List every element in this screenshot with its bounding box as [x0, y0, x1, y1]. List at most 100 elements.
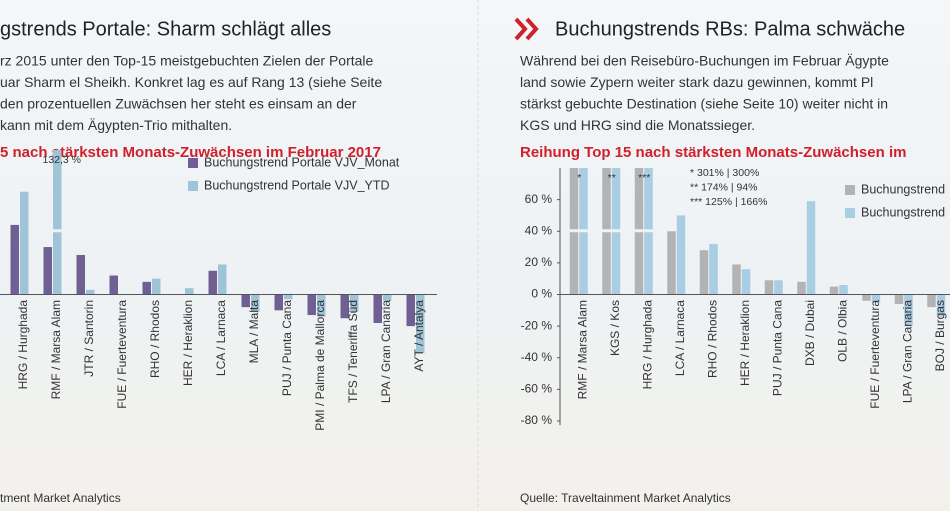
bar-marker: ** [608, 172, 616, 184]
bar [373, 294, 382, 323]
bar-break [610, 229, 622, 233]
bar [208, 270, 217, 295]
bar [676, 215, 686, 295]
bar [86, 289, 95, 295]
x-tick-label: PMI / Palma de Mallorca [313, 300, 327, 431]
bar [109, 275, 118, 295]
chevron-icon [514, 17, 539, 41]
bar [741, 269, 751, 295]
legend-swatch [188, 181, 198, 191]
legend-swatch [845, 208, 855, 218]
bar-break [633, 229, 645, 233]
chart-subtitle: Reihung Top 15 nach stärksten Monats-Zuw… [520, 144, 906, 161]
bar [274, 294, 283, 311]
x-tick-label: FUE / Fuerteventura [115, 300, 129, 409]
note: * 301% | 300% [690, 167, 759, 179]
bar [927, 294, 936, 308]
source: tment Market Analytics [0, 491, 121, 505]
paragraph-line: land sowie Zypern weiter stark dazu gewi… [520, 74, 873, 90]
bar [611, 168, 621, 295]
paragraph-line: Während bei den Reisebüro-Buchungen im F… [520, 53, 889, 69]
x-tick-label: TFS / Teneriffa Süd [346, 300, 360, 403]
bar-break [52, 229, 63, 233]
x-tick-label: RMF / Marsa Alam [575, 300, 589, 399]
x-tick-label: AYT / Antalya [412, 300, 426, 372]
bar [241, 294, 250, 308]
x-tick-label: OLB / Olbia [835, 300, 849, 362]
bar [699, 250, 709, 295]
x-tick-label: LCA / Larnaca [673, 300, 687, 376]
bar [806, 201, 816, 295]
legend-label: Buchungstrend [861, 205, 945, 219]
x-tick-label: RMF / Marsa Alam [49, 300, 63, 399]
x-tick-label: JTR / Santorin [82, 300, 96, 377]
y-tick-label: -80 % [521, 413, 553, 427]
bar [43, 247, 52, 295]
x-tick-label: FUE / Fuerteventura [868, 300, 882, 409]
bar [406, 294, 415, 327]
bar [340, 294, 349, 319]
paragraph-line: rz 2015 unter den Top-15 meistgebuchten … [0, 53, 374, 69]
x-tick-label: LPA / Gran Canaria [900, 300, 914, 403]
x-tick-label: MLA / Malta [247, 300, 261, 364]
bar [383, 294, 392, 301]
x-tick-label: LPA / Gran Canaria [379, 300, 393, 403]
x-tick-label: HER / Heraklion [738, 300, 752, 386]
bar-break [568, 229, 580, 233]
chart-title: gstrends Portale: Sharm schlägt alles [0, 18, 331, 40]
legend-swatch [845, 185, 855, 195]
paragraph-line: uar Sharm el Sheikh. Konkret lag es auf … [0, 74, 382, 90]
paragraph-line: kann mit dem Ägypten-Trio mithalten. [0, 117, 232, 133]
bar [862, 294, 871, 301]
paragraph-line: stärkst gebuchte Destination (siehe Seit… [520, 96, 888, 112]
legend-label: Buchungstrend [861, 182, 945, 196]
bar [764, 280, 774, 295]
source: Quelle: Traveltainment Market Analytics [520, 491, 731, 505]
bar-break [601, 229, 612, 233]
x-tick-label: RHO / Rhodos [148, 300, 162, 378]
y-tick-label: -60 % [521, 382, 553, 396]
bar [218, 264, 227, 295]
note: *** 125% | 166% [690, 196, 767, 208]
bars [10, 150, 425, 354]
bar [317, 294, 326, 317]
x-tick-label: HRG / Hurghada [640, 300, 654, 390]
bar [10, 224, 19, 295]
bar [839, 285, 848, 295]
x-tick-label: BOJ / Burgas [933, 300, 947, 371]
bar [53, 150, 62, 295]
paragraph-line: KGS und HRG sind die Monatssieger. [520, 117, 755, 133]
x-tick-label: LCA / Larnaca [214, 300, 228, 376]
x-tick-label: PUJ / Punta Cana [280, 300, 294, 396]
x-tick-label: HRG / Hurghada [16, 300, 30, 390]
legend-label: Buchungstrend Portale VJV_YTD [204, 178, 390, 192]
chart-subtitle: 5 nach stärksten Monats-Zuwächsen im Feb… [0, 144, 381, 161]
bar [284, 294, 293, 300]
y-tick-label: 60 % [525, 192, 553, 206]
bar [936, 294, 946, 317]
bar-marker: *** [638, 172, 650, 184]
bar-marker: * [577, 172, 581, 184]
bar-break [578, 229, 589, 233]
bar [904, 294, 913, 327]
y-tick-label: 0 % [531, 287, 552, 301]
bar [152, 278, 161, 295]
x-tick-label: HER / Heraklion [181, 300, 195, 386]
bar [76, 254, 85, 295]
bar-break [643, 229, 654, 233]
y-tick-label: -20 % [521, 318, 553, 332]
bar [416, 294, 425, 354]
bar [894, 294, 904, 304]
y-tick-label: -40 % [521, 350, 553, 364]
paragraph-line: den prozentuellen Zuwächsen her steht es… [0, 96, 357, 112]
bar [307, 294, 316, 316]
y-tick-label: 40 % [525, 223, 553, 237]
y-tick-label: 20 % [525, 255, 553, 269]
bar [142, 281, 151, 295]
bar [829, 286, 839, 295]
chart-title: Buchungstrends RBs: Palma schwäche [555, 18, 905, 40]
bar [350, 294, 359, 312]
